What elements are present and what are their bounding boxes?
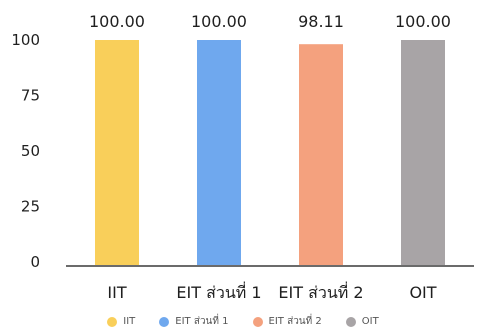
x-tick-label: IIT xyxy=(107,283,126,302)
legend-swatch xyxy=(107,316,118,327)
legend-item: EIT ส่วนที่ 1 xyxy=(159,314,229,329)
bar xyxy=(299,44,343,265)
x-tick-label: OIT xyxy=(409,283,436,302)
y-tick-label: 75 xyxy=(21,87,40,105)
legend-item: IIT xyxy=(107,314,135,329)
legend-swatch xyxy=(159,316,170,327)
bar xyxy=(95,40,139,265)
legend-label: EIT ส่วนที่ 1 xyxy=(175,316,229,327)
legend-item: EIT ส่วนที่ 2 xyxy=(252,314,322,329)
chart-canvas: 0 25 50 75 100 100.00 IIT 100.00 EIT ส่วนที่ 1 98… xyxy=(11,12,474,302)
legend-label: IIT xyxy=(123,316,136,327)
bar xyxy=(197,40,241,265)
x-tick-label: EIT ส่วนที่ 2 xyxy=(278,281,363,302)
legend-item: OIT xyxy=(345,314,379,329)
legend-swatch xyxy=(345,316,356,327)
legend-label: EIT ส่วนที่ 2 xyxy=(268,316,322,327)
data-label: 100.00 xyxy=(89,12,145,31)
legend-swatch xyxy=(252,316,263,327)
legend: IIT EIT ส่วนที่ 1 EIT ส่วนที่ 2 OIT xyxy=(0,314,486,329)
data-label: 100.00 xyxy=(395,12,451,31)
bar xyxy=(401,40,445,265)
y-tick-label: 100 xyxy=(11,31,40,49)
y-tick-label: 0 xyxy=(30,253,40,271)
data-label: 100.00 xyxy=(191,12,247,31)
y-tick-label: 50 xyxy=(21,142,40,160)
legend-label: OIT xyxy=(361,316,379,327)
x-tick-label: EIT ส่วนที่ 1 xyxy=(176,281,261,302)
y-tick-label: 25 xyxy=(21,198,40,216)
data-label: 98.11 xyxy=(298,12,344,31)
